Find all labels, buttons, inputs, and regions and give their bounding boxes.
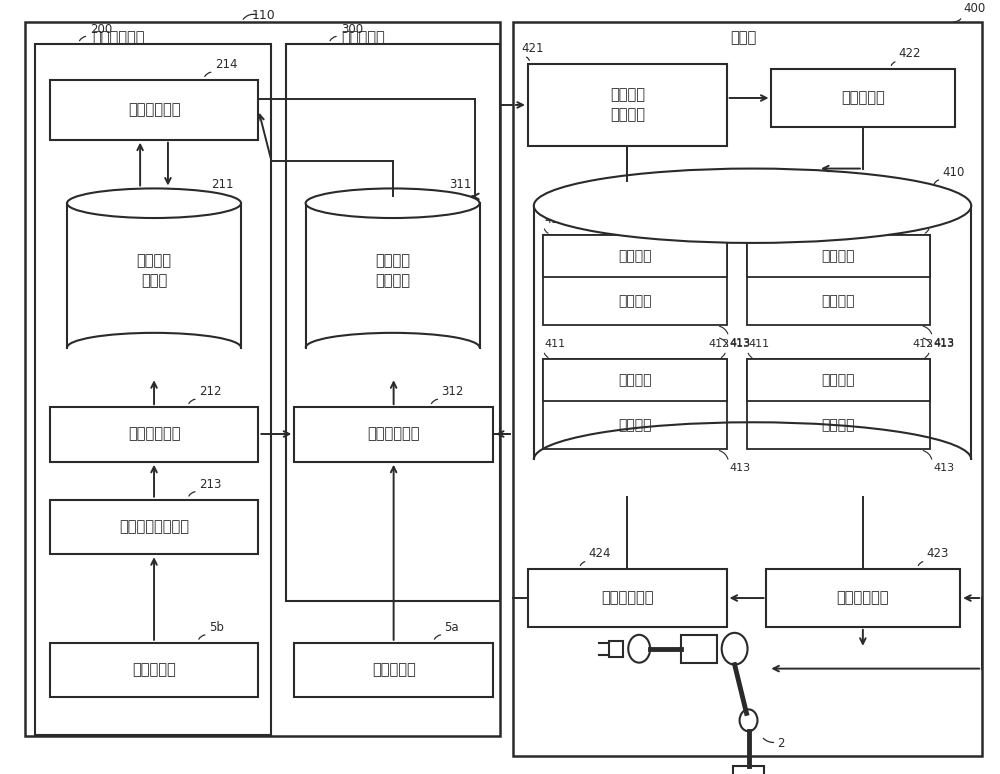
Text: 423: 423 (926, 547, 949, 560)
Bar (294, 642, 493, 697)
Text: 传感器信息处理器: 传感器信息处理器 (119, 519, 189, 534)
Text: 条件报头: 条件报头 (822, 373, 855, 387)
Text: 数据克隆单元: 数据克隆单元 (128, 102, 180, 118)
Text: 5b: 5b (209, 621, 224, 634)
Text: 条件报头: 条件报头 (618, 249, 651, 263)
Bar (747, 359, 930, 449)
Text: 任务程序存储装置: 任务程序存储装置 (718, 204, 788, 219)
Bar (733, 766, 764, 774)
Text: 信息更新单元: 信息更新单元 (128, 426, 180, 441)
Text: 环境信息
获取单元: 环境信息 获取单元 (610, 87, 645, 122)
Ellipse shape (306, 333, 480, 362)
Text: 211: 211 (211, 179, 233, 191)
Text: 400: 400 (963, 2, 986, 15)
Text: 413: 413 (730, 337, 751, 348)
Bar (528, 569, 727, 627)
Bar (543, 235, 727, 324)
Text: 214: 214 (215, 58, 237, 71)
Bar (771, 69, 955, 127)
Text: 控制器: 控制器 (730, 30, 757, 45)
Text: 411: 411 (545, 340, 566, 350)
Bar (67, 204, 241, 348)
Text: 外部传感器: 外部传感器 (372, 662, 416, 677)
Text: 412: 412 (913, 215, 934, 225)
Text: 212: 212 (199, 385, 221, 398)
Text: 5a: 5a (444, 621, 459, 634)
Bar (513, 22, 982, 756)
Text: 操作程序: 操作程序 (822, 294, 855, 308)
Text: 413: 413 (933, 337, 955, 348)
Bar (543, 359, 727, 401)
Text: 411: 411 (749, 215, 770, 225)
Text: 操作程序: 操作程序 (618, 294, 651, 308)
Text: 413: 413 (933, 463, 955, 473)
Bar (534, 206, 971, 460)
Ellipse shape (534, 169, 971, 243)
Bar (747, 235, 930, 277)
Bar (35, 44, 271, 735)
Ellipse shape (534, 423, 971, 497)
Bar (50, 80, 258, 140)
Text: 410: 410 (942, 166, 965, 179)
Ellipse shape (306, 188, 480, 218)
Text: 200: 200 (90, 23, 113, 36)
Bar (286, 44, 500, 601)
Text: 外部传感器: 外部传感器 (132, 662, 176, 677)
Text: 110: 110 (252, 9, 275, 22)
Ellipse shape (740, 710, 757, 731)
Text: 422: 422 (899, 47, 921, 60)
Text: 信息更新单元: 信息更新单元 (367, 426, 420, 441)
Text: 412: 412 (913, 340, 934, 350)
Text: 条件报头: 条件报头 (822, 249, 855, 263)
Text: 300: 300 (341, 23, 363, 36)
Text: 213: 213 (199, 478, 221, 491)
Ellipse shape (722, 633, 748, 665)
Text: 环境信息
存储装置: 环境信息 存储装置 (375, 254, 410, 289)
Text: 操作执行单元: 操作执行单元 (837, 591, 889, 605)
Text: 状况输出单元: 状况输出单元 (601, 591, 654, 605)
Bar (25, 22, 500, 736)
Bar (543, 359, 727, 449)
Bar (50, 499, 258, 554)
Ellipse shape (67, 333, 241, 362)
Text: 条件监控器: 条件监控器 (841, 91, 885, 105)
Text: 2: 2 (777, 737, 785, 750)
Bar (681, 635, 717, 663)
Text: 312: 312 (441, 385, 464, 398)
Text: 424: 424 (588, 547, 611, 560)
Ellipse shape (67, 188, 241, 218)
Text: 413: 413 (730, 340, 751, 350)
Ellipse shape (628, 635, 650, 663)
Text: 411: 411 (749, 340, 770, 350)
Text: 421: 421 (522, 43, 544, 55)
Text: 主机控制器: 主机控制器 (341, 30, 385, 45)
Bar (528, 64, 727, 146)
Text: 411: 411 (545, 215, 566, 225)
Text: 条件报头: 条件报头 (618, 373, 651, 387)
Bar (50, 642, 258, 697)
Text: 412: 412 (709, 340, 730, 350)
Bar (766, 569, 960, 627)
Text: 数据管理装置: 数据管理装置 (92, 30, 145, 45)
Text: 413: 413 (933, 340, 955, 350)
Bar (294, 407, 493, 462)
Text: 412: 412 (709, 215, 730, 225)
Text: 操作程序: 操作程序 (822, 418, 855, 432)
Bar (609, 641, 623, 656)
Bar (543, 235, 727, 277)
Bar (747, 235, 930, 324)
Text: 413: 413 (730, 463, 751, 473)
Text: 操作程序: 操作程序 (618, 418, 651, 432)
Text: 311: 311 (449, 179, 472, 191)
Bar (50, 407, 258, 462)
Bar (747, 359, 930, 401)
Text: 环境信息
数据库: 环境信息 数据库 (137, 254, 172, 289)
Bar (306, 204, 480, 348)
